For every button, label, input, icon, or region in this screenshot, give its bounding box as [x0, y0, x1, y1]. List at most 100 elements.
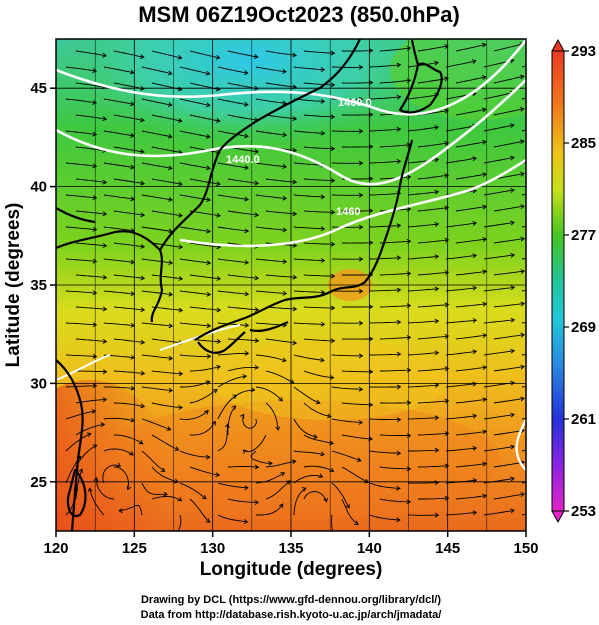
streamline: [255, 290, 287, 294]
streamline-arrowhead: [244, 350, 250, 356]
streamline: [227, 114, 259, 121]
streamline-arrowhead: [178, 307, 184, 313]
x-tick-label: 130: [200, 540, 225, 557]
streamline-arrowhead: [206, 197, 211, 203]
streamline-arrowhead: [178, 405, 183, 410]
streamline: [493, 75, 524, 84]
streamline-arrowhead: [396, 62, 402, 68]
streamline: [303, 338, 335, 342]
streamline: [265, 460, 296, 468]
streamline: [265, 338, 297, 344]
chart-title: MSM 06Z19Oct2023 (850.0hPa): [138, 2, 460, 27]
streamline: [189, 50, 220, 59]
streamline-arrowhead: [329, 440, 334, 446]
streamline: [103, 322, 135, 327]
streamline-arrowhead: [168, 387, 174, 393]
streamline: [303, 465, 334, 472]
streamline-arrowhead: [215, 472, 221, 478]
streamline: [303, 82, 335, 86]
streamline: [141, 98, 172, 106]
streamline-arrowhead: [244, 101, 249, 107]
streamline-arrowhead: [406, 433, 412, 438]
streamline: [103, 226, 135, 232]
streamline-arrowhead: [482, 204, 487, 210]
streamline: [113, 402, 145, 408]
streamline: [331, 418, 363, 424]
streamline-arrowhead: [320, 130, 326, 136]
streamline-arrowhead: [172, 535, 176, 539]
streamline-arrowhead: [292, 459, 297, 465]
streamline: [65, 66, 97, 72]
streamline: [407, 62, 439, 68]
streamline: [141, 322, 173, 327]
streamline: [151, 402, 183, 408]
streamline-arrowhead: [323, 497, 329, 503]
streamline: [103, 258, 135, 263]
streamline-arrowhead: [320, 258, 326, 263]
streamline: [227, 274, 259, 279]
streamline: [303, 146, 335, 150]
x-axis-label: Longitude (degrees): [200, 559, 383, 580]
streamline-arrowhead: [254, 464, 260, 470]
streamline: [217, 322, 249, 326]
streamline-arrowhead: [519, 74, 525, 80]
streamline: [250, 450, 272, 464]
streamline-arrowhead: [368, 402, 374, 408]
streamline-arrowhead: [482, 429, 488, 435]
streamline-arrowhead: [444, 76, 449, 82]
streamline: [113, 242, 145, 248]
streamline: [113, 306, 145, 311]
streamline: [103, 386, 135, 390]
streamline: [265, 306, 297, 310]
streamline-arrowhead: [92, 353, 98, 359]
streamline-arrowhead: [216, 339, 222, 344]
streamline: [103, 194, 135, 200]
streamline-arrowhead: [481, 75, 487, 80]
streamline-arrowhead: [289, 379, 295, 384]
streamline-arrowhead: [510, 508, 515, 514]
streamline-arrowhead: [130, 291, 136, 297]
streamline-arrowhead: [213, 389, 218, 394]
streamline-arrowhead: [396, 319, 402, 325]
streamline: [75, 82, 107, 88]
streamline-arrowhead: [242, 373, 248, 379]
streamline-arrowhead: [434, 512, 440, 518]
streamline-arrowhead: [520, 236, 526, 242]
streamline-arrowhead: [358, 64, 364, 70]
streamline: [293, 290, 325, 293]
streamline-arrowhead: [320, 289, 326, 295]
streamline: [445, 415, 477, 420]
streamline: [455, 463, 487, 468]
streamline-arrowhead: [406, 466, 412, 472]
streamline-arrowhead: [216, 307, 222, 313]
streamline: [103, 290, 135, 295]
streamline-arrowhead: [482, 365, 488, 371]
x-tick-label: 120: [43, 540, 68, 557]
streamline-arrowhead: [86, 432, 92, 437]
colorbar-top-arrow: [551, 38, 565, 52]
streamline: [65, 410, 96, 420]
streamline: [483, 124, 514, 132]
streamline-arrowhead: [216, 181, 221, 187]
streamline: [455, 495, 487, 500]
streamline-arrowhead: [178, 212, 183, 218]
streamline: [75, 50, 107, 57]
streamline: [483, 319, 515, 324]
streamline-arrowhead: [330, 82, 336, 88]
colorbar-tick-label: 293: [571, 43, 596, 60]
streamline-arrowhead: [444, 44, 449, 49]
streamline-arrowhead: [330, 50, 336, 56]
streamline: [113, 466, 129, 490]
streamline: [65, 433, 91, 452]
streamline: [445, 383, 477, 388]
streamline-arrowhead: [406, 206, 412, 212]
streamline: [151, 370, 183, 375]
contour-1440: [56, 79, 526, 186]
streamline-arrowhead: [102, 306, 108, 312]
streamline: [227, 306, 259, 311]
streamline-arrowhead: [292, 274, 298, 280]
streamline-arrowhead: [358, 128, 364, 134]
streamline: [293, 386, 320, 404]
y-axis: 25 30 35 40 45: [30, 80, 56, 491]
streamline: [417, 207, 449, 212]
